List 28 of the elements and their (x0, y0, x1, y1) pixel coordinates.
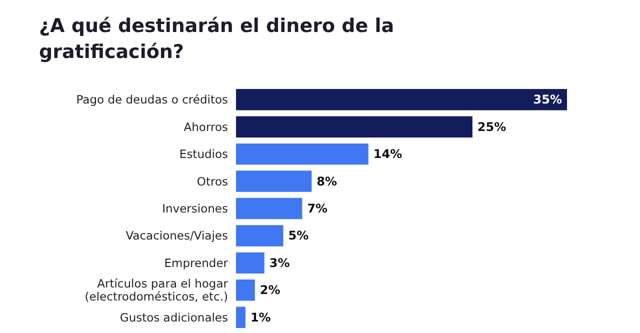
y-tick-label: Artículos para el hogar (electrodomésticos, etc.) (84, 276, 228, 304)
bar (236, 252, 264, 274)
bar (236, 143, 368, 165)
bar (236, 170, 312, 192)
data-label: 7% (307, 202, 328, 216)
chart-title: ¿A qué destinarán el dinero de la gratificación? (39, 15, 394, 63)
bar (236, 88, 567, 110)
y-tick-label: Gustos adicionales (120, 310, 228, 324)
data-label: 14% (373, 147, 402, 162)
bar (236, 280, 255, 301)
data-label: 5% (288, 228, 309, 243)
data-label: 8% (316, 174, 338, 188)
y-tick-label: Ahorros (184, 120, 228, 134)
y-tick-label: Vacaciones/Viajes (126, 228, 228, 243)
bar (236, 198, 302, 220)
data-label: 25% (477, 120, 506, 134)
data-label: 3% (269, 256, 290, 270)
data-label: 35% (533, 92, 562, 107)
y-tick-label: Emprender (164, 256, 228, 270)
y-tick-label: Inversiones (162, 202, 228, 216)
y-tick-label: Pago de deudas o créditos (76, 92, 228, 107)
data-label: 2% (260, 283, 280, 298)
bar (236, 306, 246, 328)
y-tick-label: Otros (196, 174, 228, 188)
y-tick-label: Estudios (179, 147, 228, 162)
data-label: 1% (250, 310, 271, 324)
bar (236, 225, 284, 246)
bar (236, 116, 472, 138)
